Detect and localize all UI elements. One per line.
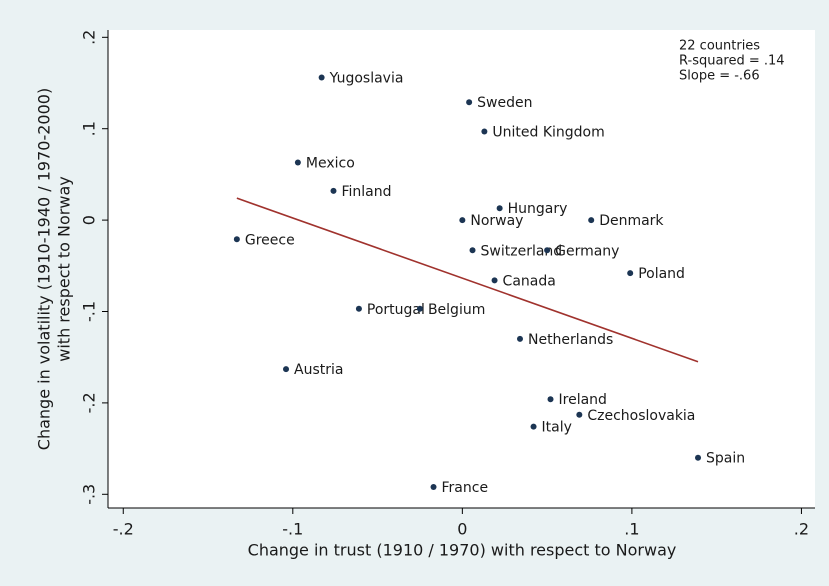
point-label: Mexico: [306, 156, 355, 172]
plot-area: [108, 30, 815, 508]
y-tick-label: -.1: [80, 301, 99, 322]
point: [576, 411, 583, 418]
point-label: Greece: [245, 232, 295, 248]
fit-line: [236, 197, 699, 363]
point: [318, 74, 325, 81]
point: [459, 217, 466, 224]
point: [430, 483, 437, 490]
point: [330, 187, 337, 194]
y-tick-label: 0: [80, 215, 99, 225]
y-tick-label: .1: [80, 121, 99, 136]
point-label: Switzerland: [481, 243, 563, 259]
x-tick-label: 0: [457, 520, 467, 539]
point-label: Italy: [542, 420, 572, 436]
point-label: Hungary: [508, 201, 568, 217]
point: [466, 99, 473, 106]
point: [469, 247, 476, 254]
y-axis-title: Change in volatility (1910-1940 / 1970-2…: [35, 88, 54, 450]
x-axis-title: Change in trust (1910 / 1970) with respe…: [248, 541, 677, 560]
point: [283, 366, 290, 373]
point-label: Denmark: [599, 213, 664, 229]
point: [496, 205, 503, 212]
y-tick-label: -.3: [80, 484, 99, 505]
point: [530, 423, 537, 430]
y-axis-title: with respect to Norway: [55, 176, 74, 361]
point-label: Austria: [294, 362, 343, 378]
point: [516, 335, 523, 342]
y-tick-label: .2: [80, 30, 99, 45]
point-label: Germany: [555, 243, 619, 259]
point: [481, 128, 488, 135]
point-label: United Kingdom: [492, 124, 604, 140]
point: [627, 270, 634, 277]
annotation: 22 countries: [679, 39, 760, 54]
point: [547, 396, 554, 403]
point-label: Canada: [503, 273, 556, 289]
point: [233, 236, 240, 243]
point: [355, 305, 362, 312]
point-label: Netherlands: [528, 332, 613, 348]
point-label: Yugoslavia: [329, 71, 404, 87]
point-label: Poland: [638, 266, 685, 282]
x-tick-label: .2: [794, 520, 809, 539]
annotation: Slope = -.66: [679, 69, 760, 84]
annotation: R-squared = .14: [679, 54, 785, 69]
x-tick-label: .1: [624, 520, 639, 539]
point-label: Sweden: [477, 95, 532, 111]
point-label: Ireland: [559, 392, 607, 408]
point: [416, 305, 423, 312]
point-label: France: [442, 480, 489, 496]
point-label: Spain: [706, 451, 745, 467]
y-tick-label: -.2: [80, 392, 99, 413]
x-tick-label: -.2: [113, 520, 134, 539]
point-label: Czechoslovakia: [587, 408, 695, 424]
point: [544, 247, 551, 254]
point-label: Finland: [341, 184, 391, 200]
point-label: Portugal: [367, 302, 425, 318]
point-label: Norway: [470, 213, 523, 229]
x-tick-label: -.1: [282, 520, 303, 539]
point-label: Belgium: [428, 302, 485, 318]
point: [588, 217, 595, 224]
point: [695, 454, 702, 461]
point: [294, 159, 301, 166]
point: [491, 277, 498, 284]
